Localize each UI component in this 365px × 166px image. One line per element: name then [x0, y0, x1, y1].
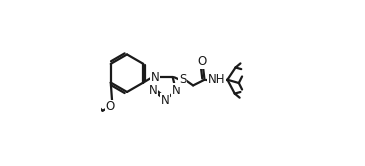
Text: O: O [198, 55, 207, 68]
Text: N: N [150, 71, 159, 84]
Text: N: N [149, 84, 157, 97]
Text: NH: NH [208, 73, 226, 86]
Text: O: O [105, 100, 115, 113]
Text: N: N [172, 84, 180, 97]
Text: S: S [179, 73, 186, 86]
Text: N: N [161, 94, 170, 107]
